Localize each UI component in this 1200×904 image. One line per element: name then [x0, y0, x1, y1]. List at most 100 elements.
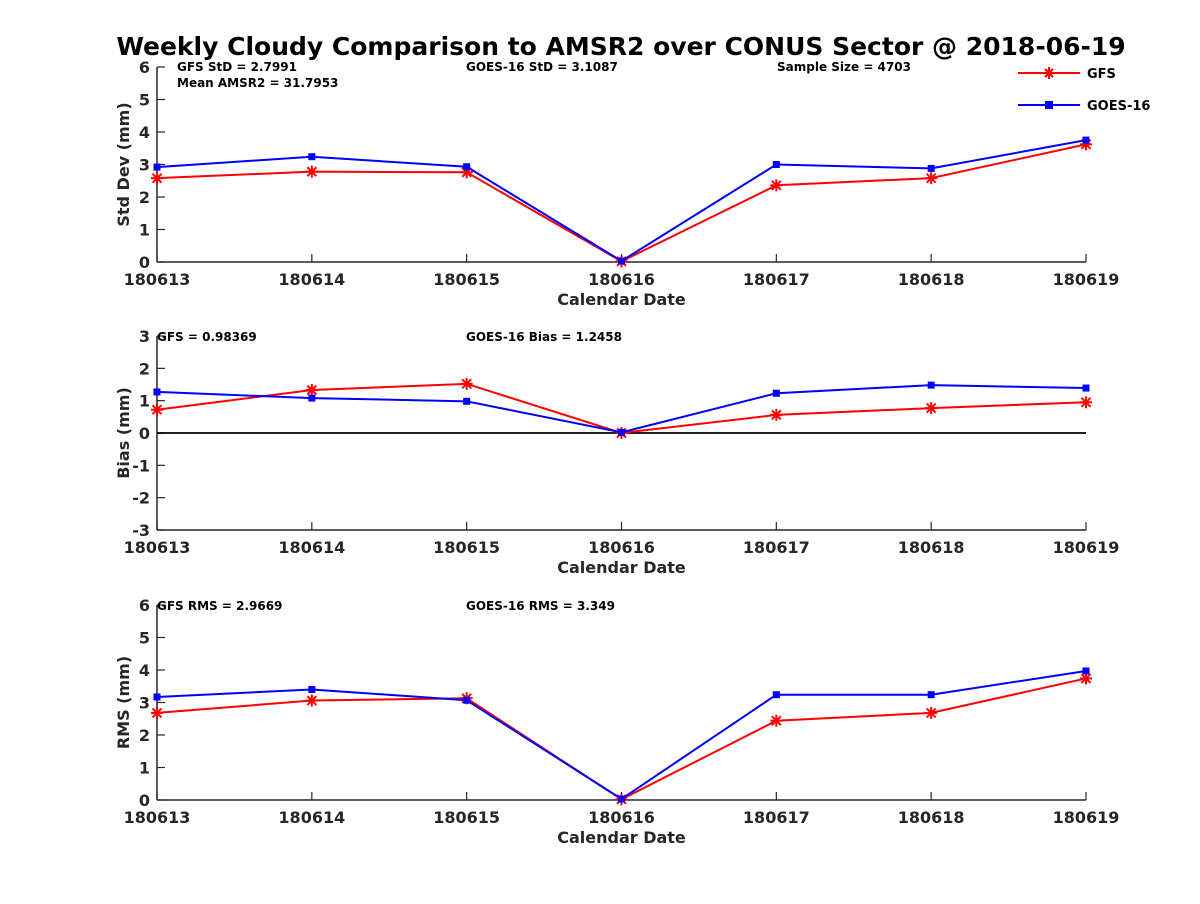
y-tick-label: 4 [139, 123, 150, 142]
x-tick-label: 180613 [124, 270, 191, 289]
data-point-goes [463, 163, 471, 171]
data-point-gfs [305, 383, 318, 396]
x-tick-label: 180617 [743, 808, 810, 827]
series-line-gfs [156, 382, 1087, 435]
y-tick-label: 0 [139, 424, 150, 443]
x-tick-label: 180615 [433, 808, 500, 827]
data-point-goes [153, 693, 161, 701]
x-tick-label: 180616 [588, 270, 655, 289]
y-axis-label: Bias (mm) [114, 387, 133, 479]
y-tick-label: 3 [139, 327, 150, 346]
data-point-goes [463, 696, 471, 704]
data-point-goes [618, 428, 625, 436]
data-point-goes [153, 163, 161, 171]
series-line-goes [156, 669, 1087, 801]
data-point-gfs [770, 408, 783, 421]
y-tick-label: 4 [139, 661, 150, 680]
data-point-gfs [770, 179, 783, 192]
data-point-goes [463, 397, 471, 405]
y-tick-label: -3 [132, 521, 150, 540]
legend-goes-label: GOES-16 [1087, 99, 1150, 114]
x-tick-label: 180614 [278, 538, 345, 557]
data-point-gfs [305, 165, 318, 178]
data-point-goes [927, 691, 935, 699]
y-tick-label: 6 [139, 596, 150, 615]
legend-gfs-label: GFS [1087, 67, 1116, 82]
y-tick-label: 1 [139, 759, 150, 778]
data-point-gfs [305, 694, 318, 707]
x-tick-label: 180619 [1053, 808, 1120, 827]
data-point-goes [927, 164, 935, 172]
subplot-group: 0 1 2 3 4 5 6 180613 180614 180615 180616 180617 180… [114, 58, 1119, 847]
y-axis-label: RMS (mm) [114, 656, 133, 749]
data-point-goes [1082, 384, 1090, 392]
y-tick-label: 0 [139, 791, 150, 810]
subplot-1: 0 1 2 3 4 5 6 180613 180614 180615 180616 180617 180… [114, 58, 1119, 309]
data-point-gfs [925, 402, 938, 415]
x-axis-label: Calendar Date [557, 290, 686, 309]
stat-annotation: GFS RMS = 2.9669 [157, 599, 282, 613]
data-point-goes [153, 388, 161, 396]
stat-annotation: Mean AMSR2 = 31.7953 [177, 76, 338, 90]
y-tick-label: 2 [139, 188, 150, 207]
data-point-goes [772, 389, 780, 397]
y-tick-label: 3 [139, 156, 150, 175]
stat-annotation: Sample Size = 4703 [777, 60, 911, 74]
data-point-goes [1082, 667, 1090, 675]
data-point-goes [772, 691, 780, 699]
y-tick-label: 1 [139, 221, 150, 240]
data-point-gfs [925, 172, 938, 185]
x-axis-label: Calendar Date [557, 828, 686, 847]
stat-annotation: GFS StD = 2.7991 [177, 60, 297, 74]
y-tick-label: 2 [139, 726, 150, 745]
series-line-goes [156, 139, 1087, 263]
x-tick-label: 180614 [278, 808, 345, 827]
x-tick-label: 180616 [588, 808, 655, 827]
y-tick-label: 0 [139, 253, 150, 272]
y-tick-label: 5 [139, 629, 150, 648]
stat-annotation: GOES-16 RMS = 3.349 [466, 599, 615, 613]
x-tick-label: 180617 [743, 270, 810, 289]
data-point-gfs [460, 377, 473, 390]
x-tick-label: 180619 [1053, 538, 1120, 557]
data-point-gfs [770, 714, 783, 727]
x-tick-label: 180615 [433, 538, 500, 557]
x-tick-label: 180615 [433, 270, 500, 289]
x-tick-label: 180616 [588, 538, 655, 557]
stat-annotation: GFS = 0.98369 [157, 330, 257, 344]
series-line-gfs [156, 143, 1087, 263]
stat-annotation: GOES-16 StD = 3.1087 [466, 60, 618, 74]
data-point-gfs [1080, 396, 1092, 409]
data-point-goes [308, 394, 316, 402]
x-axis-label: Calendar Date [557, 558, 686, 577]
y-tick-label: 5 [139, 91, 150, 110]
x-tick-label: 180613 [124, 808, 191, 827]
y-axis-label: Std Dev (mm) [114, 102, 133, 226]
y-tick-label: 2 [139, 359, 150, 378]
x-tick-label: 180618 [898, 270, 965, 289]
x-tick-label: 180614 [278, 270, 345, 289]
series-line-gfs [156, 677, 1087, 801]
data-point-gfs [151, 706, 163, 719]
y-tick-label: 1 [139, 392, 150, 411]
legend-goes-marker [1045, 101, 1053, 109]
y-tick-label: -2 [132, 489, 150, 508]
chart-title: Weekly Cloudy Comparison to AMSR2 over C… [116, 32, 1125, 61]
x-tick-label: 180618 [898, 538, 965, 557]
data-point-goes [1082, 136, 1090, 144]
legend-gfs-marker [1043, 67, 1055, 79]
data-point-gfs [151, 403, 163, 416]
subplot-3: 0 1 2 3 4 5 6 180613 180614 180615 180616 180617 180… [114, 596, 1119, 847]
data-point-goes [618, 257, 625, 265]
subplot-2: -3 -2 -1 0 1 2 3 180613 180614 180615 180616 180617… [114, 327, 1119, 577]
data-point-goes [927, 381, 935, 389]
data-point-goes [772, 161, 780, 168]
y-tick-label: 3 [139, 694, 150, 713]
stat-annotation: GOES-16 Bias = 1.2458 [466, 330, 622, 344]
x-tick-label: 180613 [124, 538, 191, 557]
data-point-goes [308, 153, 316, 161]
data-point-goes [308, 686, 316, 693]
legend: GFS GOES-16 [1018, 67, 1150, 114]
